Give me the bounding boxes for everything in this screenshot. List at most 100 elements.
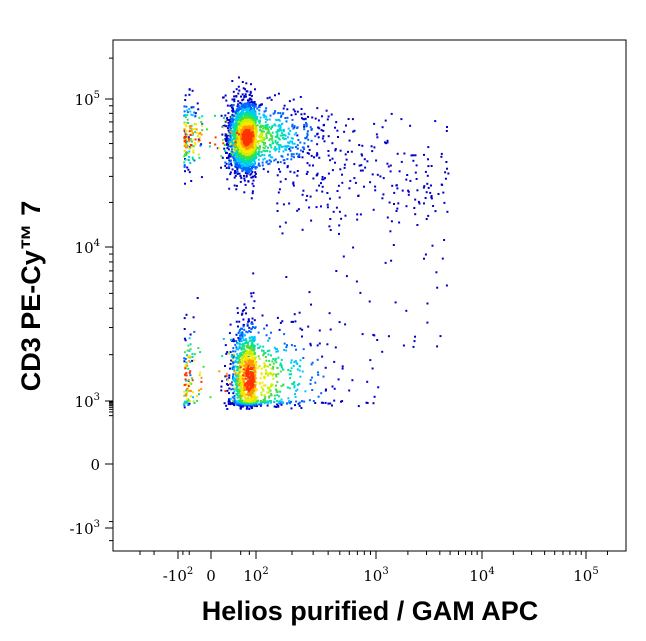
data-point xyxy=(250,169,253,172)
data-point xyxy=(312,177,315,180)
data-point xyxy=(243,179,246,182)
data-point xyxy=(370,145,373,148)
data-point xyxy=(265,324,268,327)
data-point xyxy=(249,105,251,108)
data-point xyxy=(327,172,330,175)
data-point xyxy=(231,154,234,157)
data-point xyxy=(229,159,232,162)
data-point xyxy=(224,114,227,117)
data-point xyxy=(274,357,277,360)
data-point xyxy=(264,121,267,124)
data-point xyxy=(229,367,231,370)
x-tick-label: 0 xyxy=(206,567,216,585)
data-point xyxy=(183,164,186,167)
data-point xyxy=(190,180,193,182)
data-point xyxy=(280,115,282,118)
data-point xyxy=(238,340,241,343)
data-point xyxy=(348,389,351,392)
data-point xyxy=(236,131,239,134)
data-point xyxy=(240,388,243,390)
data-point xyxy=(368,300,371,303)
data-point xyxy=(241,137,244,140)
data-point xyxy=(276,161,279,164)
data-point xyxy=(230,144,233,147)
data-point xyxy=(264,400,267,402)
data-point xyxy=(251,371,253,374)
data-point xyxy=(231,339,234,342)
data-point xyxy=(189,110,192,113)
data-point xyxy=(245,112,247,115)
data-point xyxy=(258,112,261,115)
data-point xyxy=(292,383,295,385)
data-point xyxy=(186,118,189,121)
data-point xyxy=(229,122,232,125)
data-point xyxy=(356,213,359,216)
data-point xyxy=(253,319,256,322)
data-point xyxy=(324,366,327,369)
data-point xyxy=(240,386,242,388)
data-point xyxy=(261,141,264,143)
data-point xyxy=(302,348,305,351)
data-point xyxy=(369,181,372,184)
data-point xyxy=(446,210,449,213)
data-point xyxy=(240,95,242,98)
data-point xyxy=(257,142,260,145)
data-point xyxy=(332,210,335,213)
data-point xyxy=(237,338,240,341)
data-point xyxy=(382,177,385,180)
data-point xyxy=(244,183,247,186)
data-point xyxy=(190,128,193,131)
data-point xyxy=(241,312,244,315)
data-point xyxy=(229,136,232,139)
data-point xyxy=(221,156,224,159)
data-point xyxy=(277,130,280,133)
data-point xyxy=(187,136,190,139)
data-point xyxy=(232,378,235,381)
data-point xyxy=(235,95,238,98)
data-point xyxy=(268,386,271,389)
data-point xyxy=(236,172,239,175)
data-point xyxy=(254,374,256,377)
data-point xyxy=(250,123,253,126)
data-point xyxy=(284,117,287,119)
data-point xyxy=(269,137,272,140)
data-point xyxy=(425,218,428,220)
data-point xyxy=(232,110,234,113)
data-point xyxy=(245,137,248,140)
data-point xyxy=(245,361,248,364)
data-point xyxy=(239,174,242,177)
data-point xyxy=(245,123,248,126)
data-point xyxy=(247,377,250,379)
data-point xyxy=(282,203,285,206)
data-point xyxy=(233,397,236,400)
data-point xyxy=(185,154,188,157)
data-point xyxy=(390,220,393,223)
data-point xyxy=(247,99,250,102)
data-point xyxy=(240,177,243,180)
data-point xyxy=(227,165,230,168)
data-point xyxy=(381,126,384,129)
data-point xyxy=(247,120,250,123)
data-point xyxy=(251,131,254,134)
data-point xyxy=(236,141,239,144)
data-point xyxy=(197,153,200,156)
data-point xyxy=(334,346,337,349)
data-point xyxy=(248,109,251,112)
data-point xyxy=(183,110,186,113)
data-point xyxy=(275,350,278,353)
data-point xyxy=(245,156,248,158)
data-point xyxy=(289,170,292,173)
data-point xyxy=(223,402,226,405)
data-point xyxy=(288,400,291,403)
data-point xyxy=(239,397,242,400)
data-point xyxy=(256,396,259,399)
data-point xyxy=(376,339,379,341)
data-point xyxy=(243,328,246,331)
data-point xyxy=(326,343,329,346)
data-point xyxy=(250,292,253,295)
data-point xyxy=(235,387,238,390)
data-point xyxy=(253,340,255,343)
data-point xyxy=(314,381,317,384)
data-point xyxy=(270,367,273,370)
